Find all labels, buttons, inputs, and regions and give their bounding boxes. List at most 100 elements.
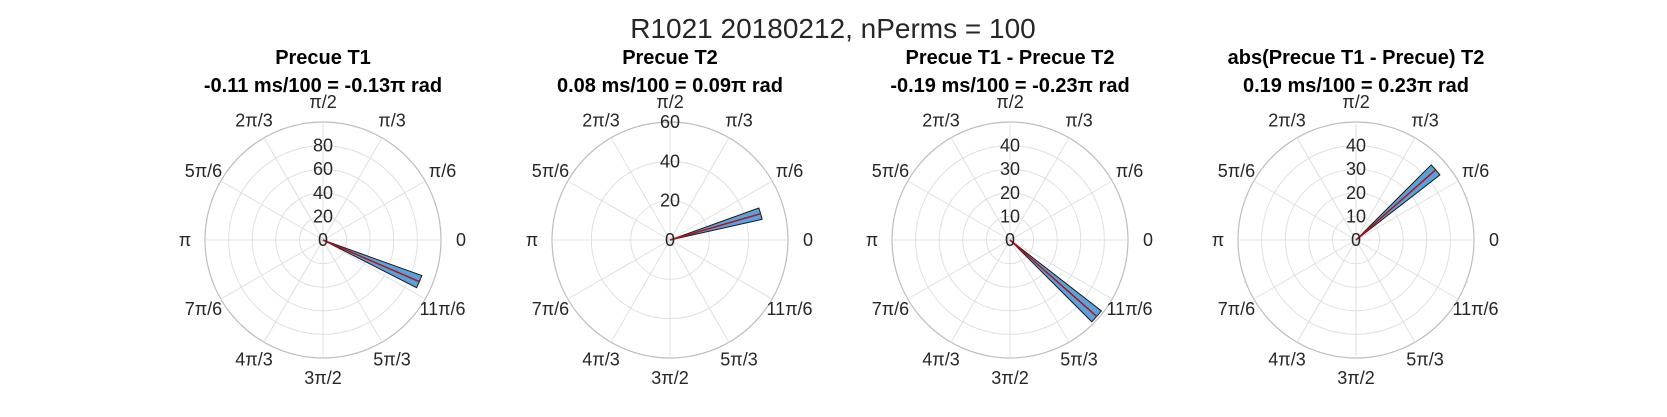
r-tick-label: 40 — [1346, 136, 1366, 156]
histogram-bar — [669, 207, 763, 241]
mean-angle-line — [1355, 169, 1437, 241]
theta-tick-label: 2π/3 — [235, 110, 272, 130]
theta-tick-label: π/2 — [309, 92, 336, 112]
polar-grid-spoke — [1355, 239, 1459, 300]
panel-subtitle: 0.19 ms/100 = 0.23π rad — [1243, 75, 1469, 97]
theta-tick-label: 5π/3 — [1060, 350, 1097, 370]
theta-tick-label: π/2 — [656, 92, 683, 112]
panel-title: Precue T1 - Precue T2 — [906, 47, 1115, 69]
polar-grid-spoke — [220, 239, 324, 300]
theta-tick-label: 2π/3 — [582, 110, 619, 130]
panel-subtitle: -0.19 ms/100 = -0.23π rad — [890, 75, 1129, 97]
theta-tick-label: 5π/3 — [1406, 350, 1443, 370]
r-tick-label: 0 — [665, 230, 675, 250]
polar-grid-spoke — [669, 239, 730, 343]
theta-tick-label: 0 — [456, 230, 466, 250]
polar-grid-spoke — [669, 137, 730, 241]
r-tick-label: 20 — [313, 206, 333, 226]
theta-tick-label: π/3 — [378, 110, 405, 130]
polar-grid-spoke — [610, 137, 671, 241]
polar-grid-spoke — [322, 137, 383, 241]
polar-grid-spoke — [669, 180, 773, 241]
polar-grid-spoke — [263, 239, 324, 343]
polar-grid-spoke — [1355, 239, 1416, 343]
theta-tick-label: 11π/6 — [419, 299, 465, 319]
theta-tick-label: 7π/6 — [1218, 299, 1255, 319]
theta-tick-label: π — [866, 230, 878, 250]
theta-tick-label: π/6 — [1462, 161, 1489, 181]
theta-tick-label: π/6 — [429, 161, 456, 181]
panel-subtitle: 0.08 ms/100 = 0.09π rad — [557, 75, 783, 97]
theta-tick-label: 0 — [1489, 230, 1499, 250]
polar-grid-spoke — [1355, 180, 1459, 241]
r-tick-label: 20 — [1346, 183, 1366, 203]
theta-tick-label: π/3 — [725, 110, 752, 130]
mean-angle-line — [322, 239, 420, 283]
polar-grid-spoke — [322, 180, 426, 241]
theta-tick-label: 5π/3 — [720, 350, 757, 370]
theta-tick-label: 7π/6 — [185, 299, 222, 319]
theta-tick-label: 3π/2 — [991, 368, 1028, 388]
r-tick-label: 10 — [1346, 206, 1366, 226]
theta-tick-label: 5π/6 — [1218, 161, 1255, 181]
polar-grid-spoke — [610, 239, 671, 343]
theta-tick-label: π/3 — [1065, 110, 1092, 130]
theta-tick-label: 4π/3 — [922, 350, 959, 370]
theta-tick-label: 5π/6 — [532, 161, 569, 181]
polar-grid-spoke — [1009, 180, 1113, 241]
polar-grid-spoke — [567, 180, 671, 241]
r-tick-label: 10 — [1000, 206, 1020, 226]
r-tick-label: 40 — [1000, 136, 1020, 156]
histogram-bar — [322, 239, 423, 289]
theta-tick-label: π — [1212, 230, 1224, 250]
polar-grid-spoke — [907, 180, 1011, 241]
theta-tick-label: 3π/2 — [304, 368, 341, 388]
r-tick-label: 20 — [660, 191, 680, 211]
polar-grid-spoke — [669, 239, 773, 300]
polar-grid-spoke — [1009, 137, 1070, 241]
theta-tick-label: 2π/3 — [922, 110, 959, 130]
theta-tick-label: 0 — [1143, 230, 1153, 250]
polar-grid-spoke — [263, 137, 324, 241]
polar-grid-spoke — [1009, 239, 1070, 343]
r-tick-label: 60 — [313, 159, 333, 179]
theta-tick-label: 11π/6 — [766, 299, 812, 319]
theta-tick-label: 3π/2 — [651, 368, 688, 388]
theta-tick-label: 7π/6 — [532, 299, 569, 319]
r-tick-label: 0 — [318, 230, 328, 250]
polar-panel-1: Precue T1 -0.11 ms/100 = -0.13π rad 0 π/6 π/… — [179, 47, 466, 388]
r-tick-label: 60 — [660, 112, 680, 132]
theta-tick-label: 5π/6 — [185, 161, 222, 181]
theta-tick-label: 11π/6 — [1106, 299, 1152, 319]
polar-grid-spoke — [1296, 137, 1357, 241]
r-tick-label: 40 — [660, 151, 680, 171]
theta-tick-label: π/2 — [1342, 92, 1369, 112]
polar-panel-3: Precue T1 - Precue T2 -0.19 ms/100 = -0.2… — [866, 47, 1153, 388]
theta-tick-label: π — [526, 230, 538, 250]
panel-title: Precue T2 — [622, 47, 718, 69]
r-tick-label: 80 — [313, 136, 333, 156]
polar-grid-spoke — [950, 239, 1011, 343]
theta-tick-label: 0 — [803, 230, 813, 250]
polar-grid-spoke — [1009, 239, 1113, 300]
r-tick-label: 30 — [1346, 159, 1366, 179]
polar-panel-4: abs(Precue T1 - Precue) T2 0.19 ms/100 = … — [1212, 47, 1499, 388]
polar-grid-spoke — [907, 239, 1011, 300]
polar-grid-spoke — [1296, 239, 1357, 343]
polar-grid-spoke — [220, 180, 324, 241]
theta-tick-label: 3π/2 — [1337, 368, 1374, 388]
panel-title: Precue T1 — [275, 47, 371, 69]
theta-tick-label: 5π/3 — [373, 350, 410, 370]
theta-tick-label: π/2 — [996, 92, 1023, 112]
theta-tick-label: 5π/6 — [872, 161, 909, 181]
theta-tick-label: 7π/6 — [872, 299, 909, 319]
polar-grid-spoke — [1253, 239, 1357, 300]
theta-tick-label: π/6 — [776, 161, 803, 181]
theta-tick-label: 4π/3 — [1268, 350, 1305, 370]
theta-tick-label: π — [179, 230, 191, 250]
polar-grid-spoke — [322, 239, 426, 300]
r-tick-label: 0 — [1351, 230, 1361, 250]
theta-tick-label: π/6 — [1116, 161, 1143, 181]
theta-tick-label: π/3 — [1411, 110, 1438, 130]
theta-tick-label: 2π/3 — [1268, 110, 1305, 130]
